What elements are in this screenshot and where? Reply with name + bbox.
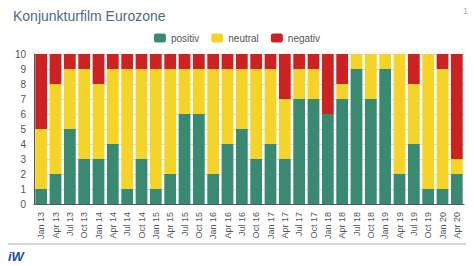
svg-text:Jan 20: Jan 20 [438,212,448,239]
svg-text:Jul 18: Jul 18 [352,212,362,236]
svg-text:Oct 18: Oct 18 [366,212,376,239]
svg-text:Oct 15: Oct 15 [194,212,204,239]
svg-text:Jul 14: Jul 14 [122,212,132,236]
svg-text:Jan 17: Jan 17 [266,212,276,239]
svg-text:Konjunkturfilm Eurozone: Konjunkturfilm Eurozone [13,8,166,24]
svg-text:Jul 19: Jul 19 [409,212,419,236]
svg-text:Oct 14: Oct 14 [137,212,147,239]
svg-text:Apr 13: Apr 13 [51,212,61,239]
svg-text:6: 6 [20,109,26,120]
svg-text:Apr 16: Apr 16 [223,212,233,239]
svg-text:Jan 18: Jan 18 [323,212,333,239]
svg-text:9: 9 [20,64,26,75]
svg-text:Oct 17: Oct 17 [309,212,319,239]
svg-text:Jul 16: Jul 16 [237,212,247,236]
svg-text:Oct 16: Oct 16 [251,212,261,239]
svg-text:3: 3 [20,154,26,165]
svg-text:negativ: negativ [288,33,320,44]
svg-text:Jan 13: Jan 13 [36,212,46,239]
svg-text:Apr 15: Apr 15 [165,212,175,239]
svg-text:Apr 18: Apr 18 [337,212,347,239]
svg-text:Oct 13: Oct 13 [79,212,89,239]
svg-text:0: 0 [20,199,26,210]
svg-text:Jan 14: Jan 14 [94,212,104,239]
svg-text:Jul 13: Jul 13 [65,212,75,236]
svg-text:4: 4 [20,139,26,150]
svg-text:Jul 17: Jul 17 [294,212,304,236]
svg-text:Apr 20: Apr 20 [452,212,462,239]
svg-text:Jan 16: Jan 16 [208,212,218,239]
svg-text:1: 1 [463,6,468,16]
svg-text:2: 2 [20,169,26,180]
svg-text:7: 7 [20,94,26,105]
svg-text:Jan 15: Jan 15 [151,212,161,239]
svg-text:8: 8 [20,79,26,90]
svg-text:neutral: neutral [228,33,259,44]
svg-text:Jul 15: Jul 15 [180,212,190,236]
svg-text:Oct 19: Oct 19 [423,212,433,239]
svg-text:positiv: positiv [171,33,199,44]
svg-text:Jan 19: Jan 19 [380,212,390,239]
svg-text:Apr 17: Apr 17 [280,212,290,239]
svg-text:10: 10 [15,49,27,60]
svg-text:1: 1 [20,184,26,195]
svg-text:5: 5 [20,124,26,135]
svg-text:iW: iW [8,249,26,264]
svg-text:Apr 14: Apr 14 [108,212,118,239]
svg-text:Apr 19: Apr 19 [395,212,405,239]
